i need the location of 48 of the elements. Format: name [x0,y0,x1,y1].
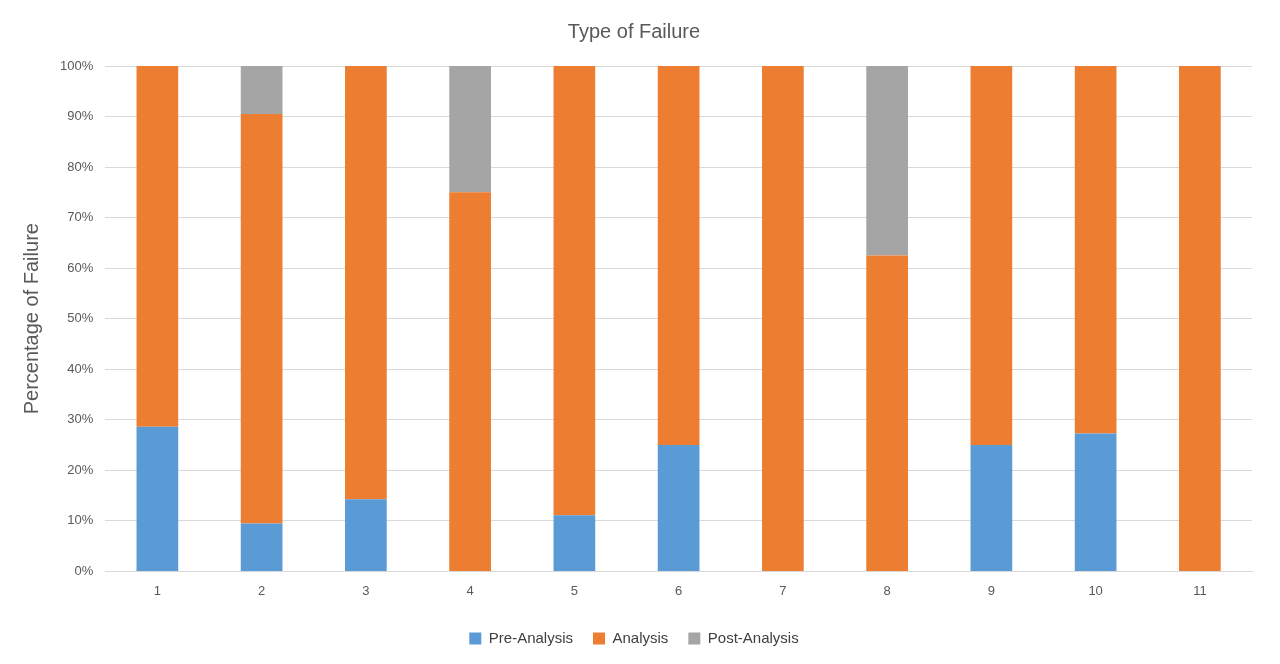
bar [449,192,491,571]
y-axis-title: Percentage of Failure [19,223,42,415]
bar [136,66,179,427]
legend-label: Analysis [612,628,669,646]
bar [345,66,387,500]
y-tick-label: 10% [67,512,94,528]
x-tick-label: 1 [153,582,161,598]
y-tick-label: 80% [67,158,94,174]
x-tick-label: 7 [779,582,787,598]
bar [449,66,491,193]
bar [1179,66,1221,571]
x-tick-label: 2 [258,582,266,598]
x-tick-label: 10 [1088,582,1103,598]
legend-label: Pre-Analysis [488,628,573,646]
y-tick-label: 40% [67,360,94,376]
x-tick-label: 11 [1193,582,1207,598]
y-tick-label: 100% [60,57,94,73]
x-tick-label: 4 [466,582,474,598]
bar [240,523,283,571]
y-tick-label: 20% [67,461,94,477]
y-tick-label: 70% [67,209,94,225]
bar [240,114,283,524]
bar [657,66,700,446]
bar [240,66,283,115]
bar [136,426,179,571]
y-tick-label: 60% [67,259,94,275]
y-tick-label: 90% [67,108,94,124]
bar [657,445,700,571]
x-tick-label: 5 [570,582,578,598]
bar [345,499,387,571]
bar [866,66,908,256]
bar [553,66,596,516]
x-tick-label: 6 [675,582,683,598]
bar [970,445,1013,571]
x-tick-label: 3 [362,582,370,598]
chart-title: Type of Failure [567,19,701,42]
x-tick-label: 8 [883,582,891,598]
bar [866,255,908,571]
y-tick-label: 50% [67,310,94,326]
y-tick-label: 30% [67,411,94,427]
legend-label: Post-Analysis [707,628,799,646]
bar [1074,66,1117,434]
bar [762,66,804,571]
x-tick-label: 9 [987,582,995,598]
bar [970,66,1013,446]
bar [553,515,596,571]
y-tick-label: 0% [74,562,94,578]
bar [1074,433,1117,571]
